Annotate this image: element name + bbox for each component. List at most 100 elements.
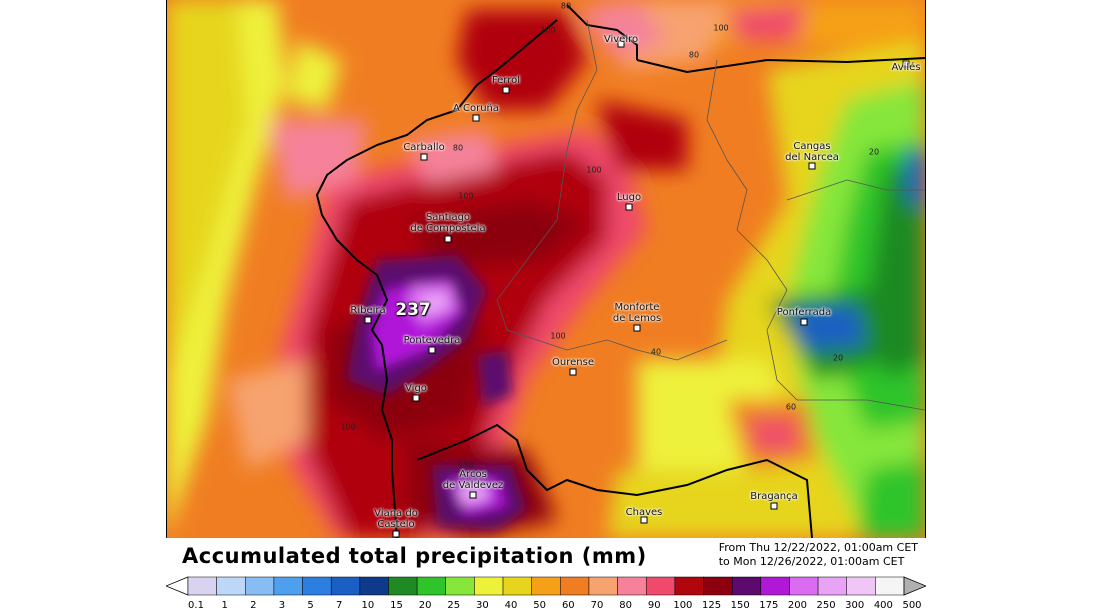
legend-swatch: [445, 576, 475, 596]
legend-swatch: [216, 576, 246, 596]
legend-level-label: 20: [418, 600, 432, 611]
legend-swatch: [789, 576, 819, 596]
city-label-lugo: Lugo: [616, 192, 642, 203]
city-label-monforte: Monforte de Lemos: [612, 302, 662, 324]
contour-label: 40: [650, 347, 662, 357]
contour-label: 100: [586, 165, 602, 175]
city-marker-chaves: [640, 516, 648, 524]
legend-level-label: 100: [673, 600, 693, 611]
legend-level-label: 200: [787, 600, 807, 611]
legend-swatch: [245, 576, 275, 596]
city-label-ourense: Ourense: [552, 357, 594, 368]
legend-level-label: 7: [336, 600, 343, 611]
legend-level-label: 10: [361, 600, 375, 611]
contour-label: 100: [550, 331, 566, 341]
city-label-braganca: Bragança: [750, 491, 798, 502]
city-label-aviles: Avilés: [891, 62, 921, 73]
period-text: From Thu 12/22/2022, 01:00am CET to Mon …: [719, 541, 918, 569]
city-marker-santiago: [444, 235, 452, 243]
contour-label: 80: [688, 50, 700, 60]
city-label-ferrol: Ferrol: [491, 75, 521, 86]
portugal-border: [416, 423, 813, 538]
precipitation-field: [167, 0, 925, 538]
city-marker-ponferrada: [800, 318, 808, 326]
legend-swatch: [560, 576, 590, 596]
contour-label: 100: [458, 191, 474, 201]
city-marker-aviles: [902, 60, 910, 68]
map-title: Accumulated total precipitation (mm): [182, 544, 647, 568]
legend-level-label: 150: [730, 600, 750, 611]
contour-label: 20: [868, 147, 880, 157]
legend-level-label: 2: [250, 600, 257, 611]
period-from: From Thu 12/22/2022, 01:00am CET: [718, 541, 918, 554]
city-marker-carballo: [420, 153, 428, 161]
legend-swatch: [617, 576, 647, 596]
legend-swatch: [703, 576, 733, 596]
contour-label: 20: [832, 353, 844, 363]
contour-label: 150: [458, 460, 474, 470]
city-marker-ferrol: [502, 86, 510, 94]
legend-level-label: 30: [476, 600, 489, 611]
legend-swatch: [846, 576, 876, 596]
city-marker-arcos: [469, 491, 477, 499]
city-label-ponferrada: Ponferrada: [776, 307, 832, 318]
legend-level-label: 5: [307, 600, 314, 611]
precipitation-map: [166, 0, 926, 538]
city-label-a-coruna: A Coruña: [452, 103, 500, 114]
period-to: to Mon 12/26/2022, 01:00am CET: [718, 555, 905, 568]
city-label-ribeira: Ribeira: [350, 305, 386, 316]
legend-level-label: 3: [278, 600, 286, 611]
title-bar: Accumulated total precipitation (mm) Fro…: [166, 538, 924, 572]
city-label-chaves: Chaves: [625, 507, 663, 518]
legend-level-label: 250: [816, 600, 836, 611]
city-label-pontevedra: Pontevedra: [403, 335, 461, 346]
legend-arrow-low: [166, 576, 189, 596]
city-label-santiago: Santiago de Compostela: [410, 212, 486, 234]
legend-swatch: [388, 576, 418, 596]
legend-level-label: 90: [647, 600, 661, 611]
legend-bar: [166, 576, 926, 596]
legend-level-label: 175: [759, 600, 779, 611]
legend-level-label: 25: [447, 600, 461, 611]
legend-swatch: [674, 576, 704, 596]
legend-swatch: [760, 576, 790, 596]
legend-swatch: [416, 576, 447, 596]
legend-level-label: 40: [504, 600, 518, 611]
city-label-viveiro: Viveiro: [603, 34, 639, 45]
city-marker-vigo: [412, 394, 420, 402]
legend-level-label: 80: [619, 600, 632, 611]
legend-swatch: [302, 576, 332, 596]
legend-level-label: 50: [533, 600, 547, 611]
contour-label: 80: [560, 1, 572, 11]
legend-swatch: [645, 576, 676, 596]
city-marker-pontevedra: [428, 346, 436, 354]
city-marker-braganca: [770, 502, 778, 510]
city-marker-a-coruna: [472, 114, 480, 122]
legend-level-label: 15: [390, 600, 403, 611]
contour-label: 100: [540, 25, 556, 35]
extreme-zones: [347, 255, 527, 530]
city-marker-ourense: [569, 368, 577, 376]
legend-swatch: [359, 576, 389, 596]
city-marker-viveiro: [617, 40, 625, 48]
legend-swatch: [531, 576, 561, 596]
contour-label: 100: [713, 23, 729, 33]
city-label-arcos: Arcos de Valdevez: [442, 469, 504, 491]
city-label-carballo: Carballo: [403, 142, 445, 153]
max-value-label: 237: [395, 300, 431, 320]
legend-level-label: 400: [873, 600, 893, 611]
legend-level-label: 1: [221, 600, 228, 611]
coastline: [315, 4, 925, 538]
legend-swatch: [474, 576, 504, 596]
legend-swatch: [273, 576, 303, 596]
legend-swatch: [502, 576, 532, 596]
city-marker-ribeira: [364, 316, 372, 324]
legend-swatch: [588, 576, 618, 596]
contour-label: 80: [452, 143, 464, 153]
contour-label: 60: [785, 402, 797, 412]
legend-labels: 0.1 1 2 3 5 7 10 15 20 25 30 40 50 60 70 80 90 100 125 150 1…: [166, 600, 926, 614]
legend-level-label: 500: [902, 600, 922, 611]
legend-level-label: 300: [845, 600, 865, 611]
legend-level-label: 60: [561, 600, 575, 611]
city-label-cangas-del-narcea: Cangas del Narcea: [785, 141, 839, 163]
